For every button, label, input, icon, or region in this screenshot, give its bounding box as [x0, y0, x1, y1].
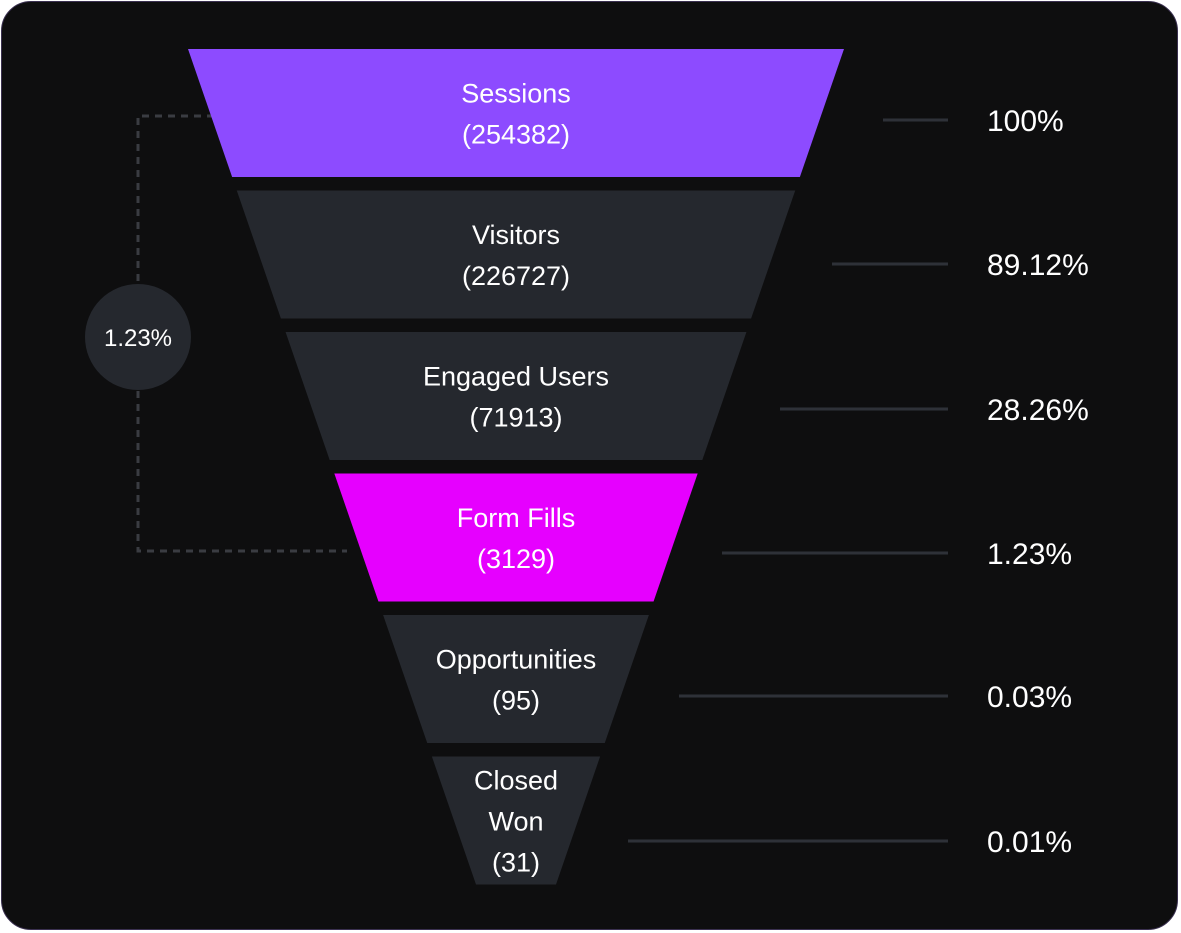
funnel-stages: Sessions (254382) Visitors (226727) Engaged …	[188, 49, 844, 885]
stage-count-opportunities: (95)	[492, 686, 540, 716]
funnel-stage-sessions: Sessions (254382)	[188, 49, 844, 177]
stage-name-form-fills: Form Fills	[457, 503, 575, 533]
stage-count-closed-won: (31)	[492, 848, 540, 878]
funnel-segment-closed-won	[431, 756, 601, 885]
percent-label-closed-won: 0.01%	[987, 826, 1072, 859]
funnel-stage-form-fills: Form Fills (3129)	[334, 473, 698, 602]
conversion-badge-circle	[85, 284, 191, 390]
stage-name-closed-won: Closed	[474, 766, 558, 796]
stage-count-engaged-users: (71913)	[469, 403, 562, 433]
percent-label-form-fills: 1.23%	[987, 538, 1072, 571]
stage-name-visitors: Visitors	[472, 220, 560, 250]
funnel-stage-opportunities: Opportunities (95)	[383, 615, 649, 743]
funnel-segment-sessions	[188, 49, 844, 177]
funnel-segment-opportunities	[383, 615, 649, 743]
stage-name-opportunities: Opportunities	[436, 645, 597, 675]
stage-count-visitors: (226727)	[462, 261, 570, 291]
funnel-segment-visitors	[236, 190, 796, 319]
funnel-stage-visitors: Visitors (226727)	[236, 190, 796, 319]
conversion-bracket	[136, 114, 347, 553]
conversion-badge: 1.23%	[85, 284, 191, 390]
percent-label-sessions: 100%	[987, 105, 1064, 138]
stage-count-form-fills: (3129)	[477, 544, 555, 574]
funnel-stage-closed-won: Closed Won (31)	[431, 756, 601, 885]
funnel-segment-form-fills	[334, 473, 698, 602]
percent-column: 100% 89.12% 28.26% 1.23% 0.03% 0.01%	[628, 105, 1089, 859]
stage-count-sessions: (254382)	[462, 120, 570, 150]
percent-label-opportunities: 0.03%	[987, 681, 1072, 714]
stage-name-closed-won: Won	[488, 807, 543, 837]
conversion-badge-label: 1.23%	[104, 325, 172, 352]
funnel-stage-engaged-users: Engaged Users (71913)	[285, 332, 747, 460]
stage-name-sessions: Sessions	[461, 79, 571, 109]
conversion-connector	[136, 114, 347, 553]
stage-name-engaged-users: Engaged Users	[423, 362, 609, 392]
percent-label-visitors: 89.12%	[987, 249, 1089, 282]
percent-label-engaged-users: 28.26%	[987, 394, 1089, 427]
funnel-segment-engaged-users	[285, 332, 747, 460]
